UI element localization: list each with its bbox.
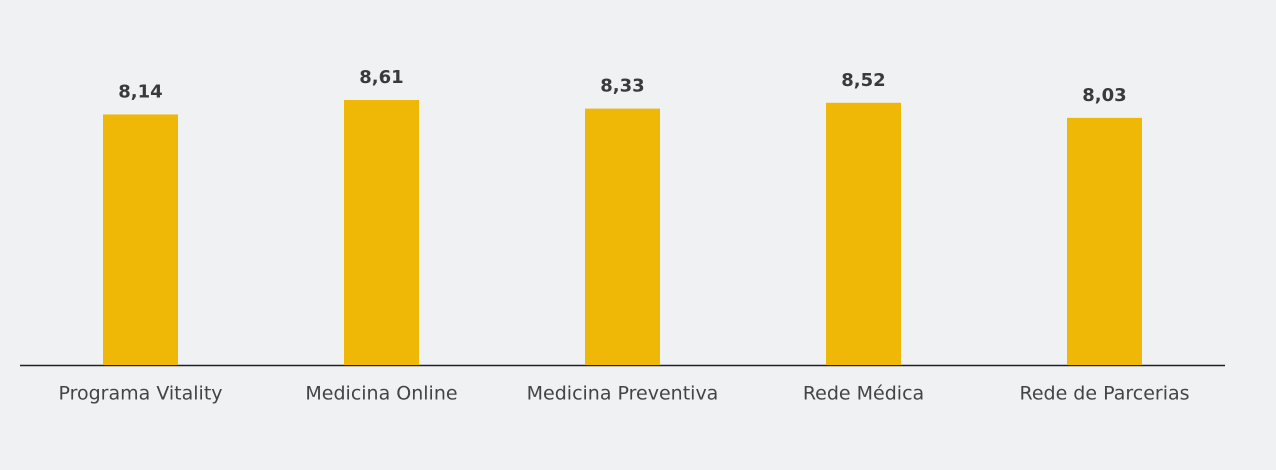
value-label: 8,33	[600, 76, 644, 97]
x-tick-label: Medicina Online	[305, 383, 457, 405]
value-label: 8,14	[118, 81, 162, 102]
bar	[826, 102, 901, 366]
x-tick-label: Medicina Preventiva	[527, 383, 719, 405]
bar	[1067, 117, 1142, 365]
bar	[103, 114, 178, 366]
value-label: 8,61	[359, 67, 403, 88]
x-tick-label: Programa Vitality	[58, 383, 222, 405]
bar	[344, 100, 419, 365]
value-label: 8,52	[841, 70, 885, 91]
value-label: 8,03	[1082, 85, 1126, 106]
bar	[585, 108, 660, 365]
x-tick-label: Rede Médica	[803, 383, 924, 405]
x-tick-label: Rede de Parcerias	[1019, 383, 1189, 405]
